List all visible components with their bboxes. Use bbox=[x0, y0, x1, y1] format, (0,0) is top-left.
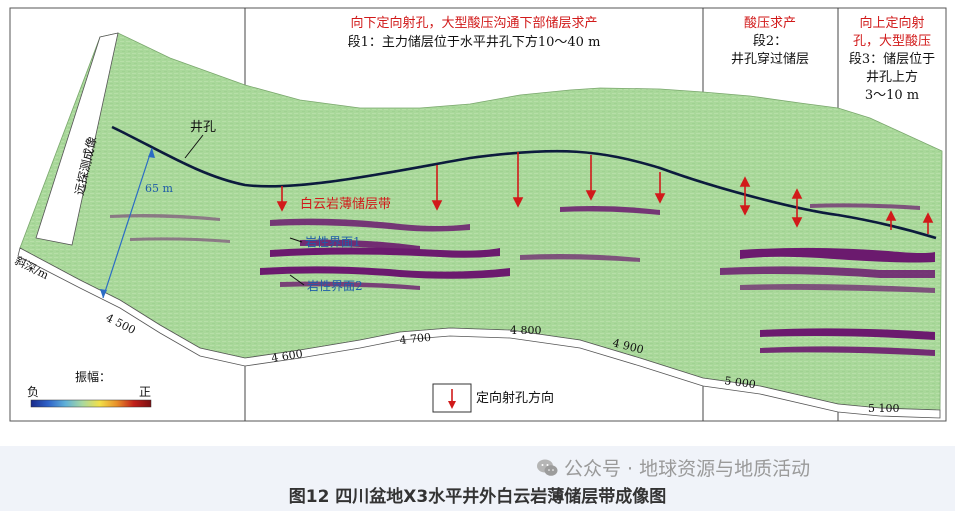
depth-tick: 4 800 bbox=[510, 324, 542, 337]
well-label-leader bbox=[184, 134, 204, 159]
reservoir-zone-label: 白云岩薄储层带 bbox=[300, 196, 391, 212]
distance-label: 65 m bbox=[145, 182, 173, 195]
depth-tick: 5 100 bbox=[868, 402, 900, 415]
watermark: 公众号 · 地球资源与地质活动 bbox=[536, 454, 810, 481]
header-seg2-line2: 段2： bbox=[753, 34, 787, 49]
legend-label: 定向射孔方向 bbox=[476, 390, 554, 406]
header-seg3-line4: 井孔上方 bbox=[866, 69, 918, 85]
side-band bbox=[35, 32, 119, 246]
header-seg3-line2: 孔，大型酸压 bbox=[853, 34, 931, 49]
wechat-icon bbox=[537, 459, 558, 476]
legend-arrow-icon bbox=[448, 401, 456, 409]
header-seg3-line3: 段3：储层位于 bbox=[849, 52, 935, 67]
watermark-text: 公众号 · 地球资源与地质活动 bbox=[564, 458, 811, 480]
seismic-image-figure: 65 m 井孔 白云岩薄储层带 岩性界面1 岩性界面2 远探测成像 斜深/m 4… bbox=[9, 7, 947, 422]
header-mid-line1: 向下定向射孔，大型酸压沟通下部储层求产 bbox=[350, 15, 597, 31]
interface2-leader bbox=[289, 274, 305, 286]
header-mid-line2: 段1：主力储层位于水平井孔下方10～40 m bbox=[348, 34, 601, 50]
figure-caption: 图12 四川盆地X3水平井外白云岩薄储层带成像图 bbox=[288, 487, 667, 507]
colorbar-pos-label: 正 bbox=[139, 385, 151, 399]
well-label: 井孔 bbox=[190, 120, 216, 135]
bottom-band bbox=[17, 247, 941, 419]
header-seg2-line3: 井孔穿过储层 bbox=[731, 51, 809, 67]
well-trajectory bbox=[111, 125, 937, 240]
colorbar-title: 振幅： bbox=[75, 369, 111, 384]
header-segment-2: 酸压求产 段2： 井孔穿过储层 bbox=[731, 16, 809, 67]
interface1-leader bbox=[289, 237, 303, 243]
depth-tick: 4 600 bbox=[270, 347, 303, 365]
header-segment-1: 向下定向射孔，大型酸压沟通下部储层求产 段1：主力储层位于水平井孔下方10～40… bbox=[348, 15, 601, 50]
header-seg3-line5: 3～10 m bbox=[865, 88, 919, 103]
distance-arrow-top bbox=[148, 148, 155, 158]
reflector-bands bbox=[110, 203, 935, 356]
distance-arrow-bottom bbox=[100, 289, 107, 298]
interface2-label: 岩性界面2 bbox=[307, 278, 363, 293]
depth-tick: 5 000 bbox=[724, 374, 757, 391]
interface1-label: 岩性界面1 bbox=[305, 234, 361, 249]
header-seg3-line1: 向上定向射 bbox=[859, 15, 924, 31]
caption-bar: 公众号 · 地球资源与地质活动 图12 四川盆地X3水平井外白云岩薄储层带成像图 bbox=[0, 446, 955, 511]
depth-tick: 4 700 bbox=[399, 331, 432, 347]
distance-line bbox=[102, 147, 153, 299]
colorbar-neg-label: 负 bbox=[27, 385, 39, 399]
header-segment-3: 向上定向射 孔，大型酸压 段3：储层位于 井孔上方 3～10 m bbox=[849, 15, 935, 103]
header-seg2-line1: 酸压求产 bbox=[744, 16, 796, 31]
perforation-arrows bbox=[276, 152, 934, 234]
colorbar bbox=[30, 399, 152, 408]
